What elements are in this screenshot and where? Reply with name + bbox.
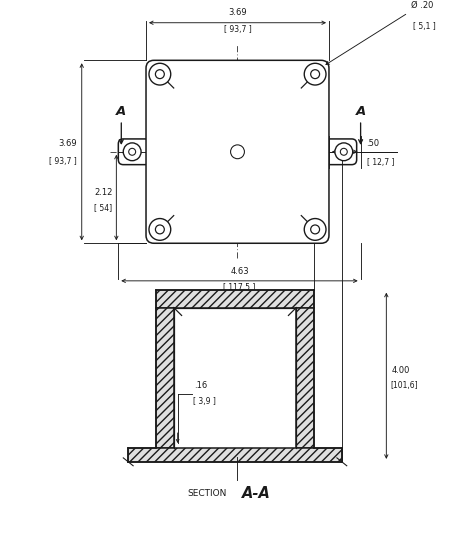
- Bar: [128, 448, 342, 462]
- Circle shape: [149, 218, 171, 240]
- Circle shape: [155, 225, 164, 234]
- Text: 3.69: 3.69: [228, 8, 247, 17]
- FancyBboxPatch shape: [118, 139, 150, 165]
- Text: A-A: A-A: [242, 486, 271, 501]
- Text: [ 3,9 ]: [ 3,9 ]: [193, 396, 216, 406]
- Text: A: A: [116, 105, 127, 118]
- Text: [101,6]: [101,6]: [390, 381, 418, 390]
- Circle shape: [123, 143, 141, 160]
- FancyBboxPatch shape: [146, 60, 329, 243]
- Circle shape: [230, 145, 245, 159]
- Text: Ø .20: Ø .20: [411, 1, 433, 10]
- Circle shape: [149, 63, 171, 85]
- Circle shape: [340, 148, 347, 155]
- Bar: [296, 308, 314, 448]
- Text: [ 93,7 ]: [ 93,7 ]: [224, 25, 251, 34]
- Text: .50: .50: [366, 139, 380, 148]
- Bar: [156, 290, 314, 308]
- Text: 3.69: 3.69: [58, 140, 77, 148]
- Circle shape: [304, 218, 326, 240]
- Text: .16: .16: [194, 380, 208, 389]
- Bar: [156, 308, 173, 448]
- Text: 4.00: 4.00: [391, 366, 410, 376]
- Text: 2.12: 2.12: [94, 188, 112, 197]
- Circle shape: [304, 63, 326, 85]
- Circle shape: [310, 225, 319, 234]
- Circle shape: [129, 148, 136, 155]
- Circle shape: [310, 70, 319, 79]
- Text: [ 117,5 ]: [ 117,5 ]: [223, 283, 255, 292]
- Bar: [173, 308, 296, 448]
- Circle shape: [335, 143, 353, 160]
- FancyBboxPatch shape: [325, 139, 356, 165]
- Text: A: A: [356, 105, 366, 118]
- Text: [ 12,7 ]: [ 12,7 ]: [366, 158, 394, 167]
- Text: SECTION: SECTION: [188, 489, 227, 498]
- Text: [ 5,1 ]: [ 5,1 ]: [413, 22, 436, 30]
- Text: [ 93,7 ]: [ 93,7 ]: [49, 157, 77, 166]
- Text: 4.63: 4.63: [230, 267, 249, 276]
- Text: [ 54]: [ 54]: [94, 203, 112, 212]
- Circle shape: [155, 70, 164, 79]
